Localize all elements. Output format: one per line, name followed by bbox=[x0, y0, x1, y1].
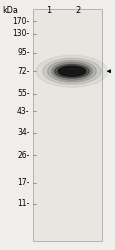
Ellipse shape bbox=[42, 58, 100, 84]
Text: 1: 1 bbox=[46, 6, 51, 15]
Ellipse shape bbox=[58, 66, 85, 76]
Text: 2: 2 bbox=[74, 6, 80, 15]
Bar bbox=[33, 9, 101, 241]
Ellipse shape bbox=[51, 62, 91, 80]
Text: 34-: 34- bbox=[17, 128, 29, 137]
Text: 11-: 11- bbox=[17, 199, 29, 208]
Text: 95-: 95- bbox=[17, 48, 29, 57]
Ellipse shape bbox=[54, 64, 89, 78]
Text: 72-: 72- bbox=[17, 67, 29, 76]
Ellipse shape bbox=[47, 60, 95, 82]
Text: kDa: kDa bbox=[2, 6, 18, 15]
Text: 55-: 55- bbox=[17, 89, 29, 98]
Ellipse shape bbox=[36, 55, 107, 87]
Text: 130-: 130- bbox=[12, 29, 29, 38]
Text: 43-: 43- bbox=[17, 107, 29, 116]
Text: 17-: 17- bbox=[17, 178, 29, 187]
Text: 170-: 170- bbox=[12, 17, 29, 26]
Text: 26-: 26- bbox=[17, 150, 29, 160]
